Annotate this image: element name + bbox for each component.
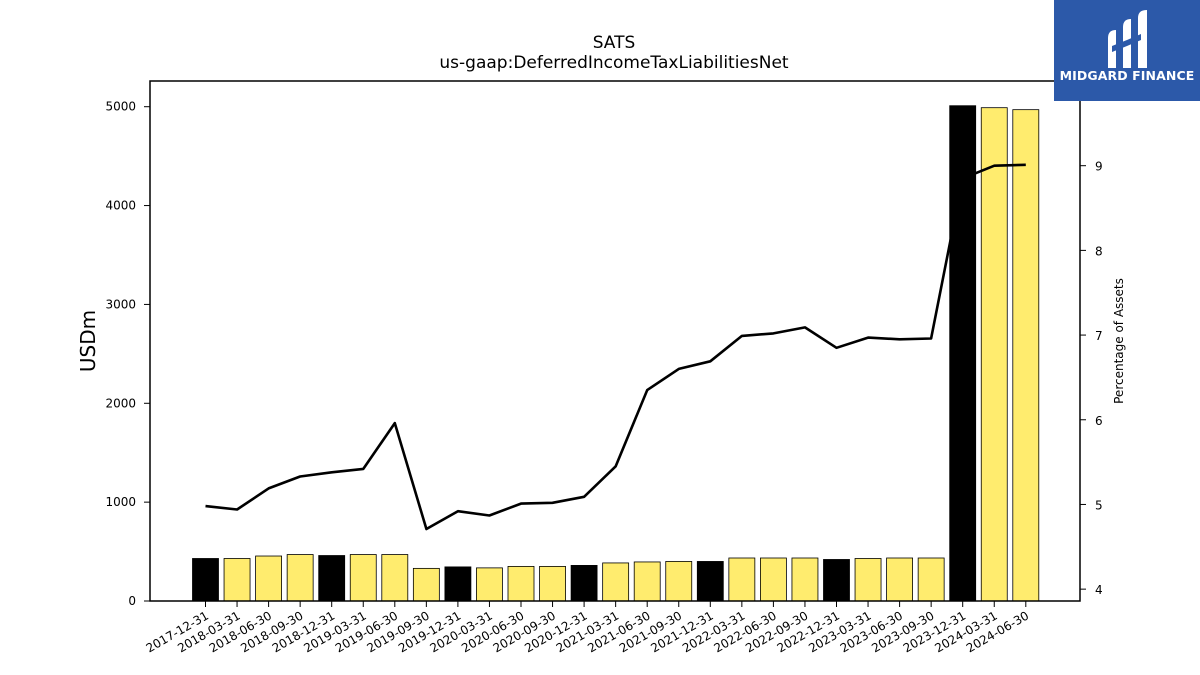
right-axis: 4 5 6 7 8 9 (1080, 160, 1103, 597)
chart-subtitle: us-gaap:DeferredIncomeTaxLiabilitiesNet (439, 53, 789, 73)
bar (476, 567, 503, 602)
y2-tick-label: 7 (1095, 329, 1103, 343)
bar (949, 105, 977, 602)
bar (255, 555, 283, 602)
left-axis: 0 1000 2000 3000 4000 5000 (105, 100, 150, 608)
bar (791, 557, 819, 602)
bar (917, 557, 945, 602)
y-axis-label: USDm (76, 310, 100, 372)
bar (412, 567, 440, 602)
bar (507, 565, 535, 602)
bar (539, 565, 566, 602)
bar (381, 554, 409, 602)
brand-logo: MIDGARD FINANCE (1054, 0, 1200, 101)
x-axis: 2017-12-312018-03-312018-06-302018-09-30… (144, 601, 1031, 655)
bar (349, 554, 377, 602)
bar (444, 566, 472, 602)
bar (223, 558, 251, 602)
bar (286, 554, 314, 602)
bar (696, 561, 724, 602)
y2-tick-label: 9 (1095, 160, 1103, 174)
bar (886, 557, 913, 602)
bar (633, 561, 661, 602)
y-tick-label: 1000 (105, 495, 136, 509)
bar (980, 107, 1008, 602)
y2-tick-label: 6 (1095, 414, 1103, 428)
bar (823, 559, 850, 602)
bar (570, 565, 598, 602)
bar (602, 562, 630, 602)
y2-tick-label: 5 (1095, 498, 1103, 512)
y-tick-label: 4000 (105, 199, 136, 213)
chart-title: SATS (593, 33, 636, 53)
y-tick-label: 2000 (105, 396, 136, 410)
line-group (205, 163, 1026, 531)
bar (665, 561, 693, 602)
bar (318, 555, 346, 602)
bar (854, 558, 882, 602)
series-line (205, 163, 1026, 531)
bar (760, 557, 787, 602)
bar (192, 558, 219, 602)
plot-frame (149, 80, 1081, 602)
bar-group (192, 105, 1040, 602)
y-tick-label: 5000 (105, 100, 136, 114)
y2-tick-label: 4 (1095, 583, 1103, 597)
y2-tick-label: 8 (1095, 244, 1103, 258)
brand-name: MIDGARD FINANCE (1059, 68, 1195, 83)
y2-axis-label: Percentage of Assets (1112, 278, 1126, 404)
bar (728, 557, 756, 602)
bar (1012, 109, 1040, 602)
y-tick-label: 3000 (105, 297, 136, 311)
logo-mark-icon (1108, 10, 1147, 68)
y-tick-label: 0 (128, 594, 136, 608)
